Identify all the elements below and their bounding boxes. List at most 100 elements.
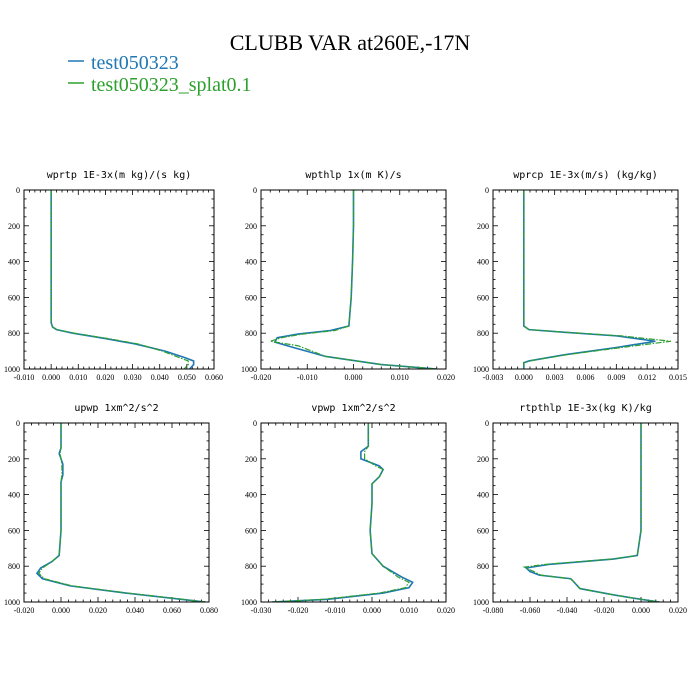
panels: wprtp 1E-3x(m kg)/(s kg) -0.010 0.000 0.010…	[4, 170, 687, 615]
panel-title: vpwp 1xm^2/s^2	[311, 403, 395, 414]
x-tick-label: 0.015	[669, 373, 687, 382]
y-tick-label: 600	[245, 526, 257, 535]
y-tick-label: 0	[16, 419, 20, 428]
series-line-2	[50, 190, 189, 369]
y-tick-label: 200	[477, 222, 489, 231]
y-tick-label: 0	[485, 186, 489, 195]
plot-frame	[260, 422, 447, 603]
x-tick-label: 0.010	[400, 606, 418, 615]
y-tick-label: 1000	[4, 598, 20, 607]
y-tick-label: 800	[245, 562, 257, 571]
series-line-1	[523, 190, 656, 369]
x-tick-label: -0.040	[557, 606, 578, 615]
x-tick-label: -0.020	[14, 606, 35, 615]
panel-4: upwp 1xm^2/s^2 -0.020 0.000 0.020 0.040 0.060…	[4, 403, 218, 615]
panel-3: wprcp 1E-3x(m/s) (kg/kg) -0.003 0.000 0.003…	[473, 170, 687, 382]
x-tick-label: 0.003	[546, 373, 564, 382]
x-tick-label: 0.000	[632, 606, 650, 615]
x-tick-label: -0.010	[297, 373, 318, 382]
x-tick-label: 0.020	[96, 373, 114, 382]
x-tick-label: 0.060	[163, 606, 181, 615]
series-line-2	[270, 190, 437, 369]
x-tick-label: -0.030	[251, 606, 272, 615]
y-tick-label: 600	[8, 526, 20, 535]
x-tick-label: 0.010	[69, 373, 87, 382]
legend-label-2: test050323_splat0.1	[91, 74, 252, 96]
plot-frame	[492, 422, 679, 603]
x-tick-label: 0.006	[577, 373, 595, 382]
x-tick-label: -0.003	[483, 373, 504, 382]
x-tick-label: 0.010	[391, 373, 409, 382]
y-tick-label: 0	[253, 186, 257, 195]
series-line-1	[35, 423, 206, 602]
x-tick-label: 0.020	[669, 606, 687, 615]
x-tick-label: 0.000	[52, 606, 70, 615]
x-tick-label: 0.000	[363, 606, 381, 615]
panel-title: wprcp 1E-3x(m/s) (kg/kg)	[513, 170, 658, 181]
y-tick-label: 1000	[241, 365, 257, 374]
x-tick-label: 0.030	[124, 373, 142, 382]
plot-frame	[492, 189, 679, 370]
x-tick-label: 0.000	[345, 373, 363, 382]
series-line-1	[50, 190, 195, 369]
x-tick-label: -0.060	[520, 606, 541, 615]
x-tick-label: -0.020	[251, 373, 272, 382]
figure-title: CLUBB VAR at260E,-17N	[230, 30, 471, 55]
y-tick-label: 0	[253, 419, 257, 428]
y-tick-label: 200	[245, 455, 257, 464]
series-line-2	[272, 423, 410, 602]
panel-1: wprtp 1E-3x(m kg)/(s kg) -0.010 0.000 0.010…	[4, 170, 223, 382]
panel-6: rtpthlp 1E-3x(kg K)/kg -0.080 -0.060 -0.040…	[473, 403, 687, 615]
y-tick-label: 1000	[4, 365, 20, 374]
panel-5: vpwp 1xm^2/s^2 -0.030 -0.020 -0.010 0.000 0.0…	[241, 403, 455, 615]
x-tick-label: 0.000	[42, 373, 60, 382]
series-line-1	[272, 423, 414, 602]
y-tick-label: 1000	[241, 598, 257, 607]
x-tick-label: 0.009	[607, 373, 625, 382]
y-tick-label: 600	[477, 526, 489, 535]
x-tick-label: 0.050	[178, 373, 196, 382]
legend: test050323 test050323_splat0.1	[68, 52, 252, 96]
y-tick-label: 800	[8, 562, 20, 571]
y-tick-label: 800	[8, 329, 20, 338]
y-tick-label: 400	[477, 258, 489, 267]
y-tick-label: 0	[16, 186, 20, 195]
y-tick-label: 800	[477, 329, 489, 338]
x-tick-label: 0.060	[205, 373, 223, 382]
x-tick-label: -0.080	[483, 606, 504, 615]
y-tick-label: 800	[245, 329, 257, 338]
panel-title: wprtp 1E-3x(m kg)/(s kg)	[47, 170, 192, 181]
x-tick-label: 0.040	[151, 373, 169, 382]
x-tick-label: -0.010	[325, 606, 346, 615]
legend-item-1: test050323	[68, 52, 179, 74]
legend-label-1: test050323	[91, 52, 179, 74]
y-tick-label: 1000	[473, 365, 489, 374]
y-tick-label: 400	[8, 258, 20, 267]
y-tick-label: 200	[8, 222, 20, 231]
series-line-1	[273, 190, 437, 369]
panel-title: rtpthlp 1E-3x(kg K)/kg	[519, 403, 651, 414]
y-tick-label: 200	[245, 222, 257, 231]
y-tick-label: 800	[477, 562, 489, 571]
x-tick-label: -0.020	[594, 606, 615, 615]
x-tick-label: 0.000	[515, 373, 533, 382]
panel-2: wpthlp 1x(m K)/s -0.020 -0.010 0.000 0.010 0.…	[241, 170, 455, 382]
series-line-2	[523, 190, 671, 369]
y-tick-label: 200	[8, 455, 20, 464]
x-tick-label: 0.020	[437, 373, 455, 382]
x-tick-label: 0.020	[89, 606, 107, 615]
plot-frame	[23, 422, 210, 603]
y-tick-label: 1000	[473, 598, 489, 607]
series-line-2	[522, 423, 660, 602]
x-tick-label: 0.040	[126, 606, 144, 615]
x-tick-label: 0.012	[638, 373, 656, 382]
y-tick-label: 400	[8, 491, 20, 500]
legend-item-2: test050323_splat0.1	[68, 74, 252, 96]
plot-frame	[260, 189, 447, 370]
x-tick-label: 0.080	[200, 606, 218, 615]
y-tick-label: 600	[8, 293, 20, 302]
panel-title: upwp 1xm^2/s^2	[74, 403, 158, 414]
y-tick-label: 600	[245, 293, 257, 302]
x-tick-label: 0.020	[437, 606, 455, 615]
